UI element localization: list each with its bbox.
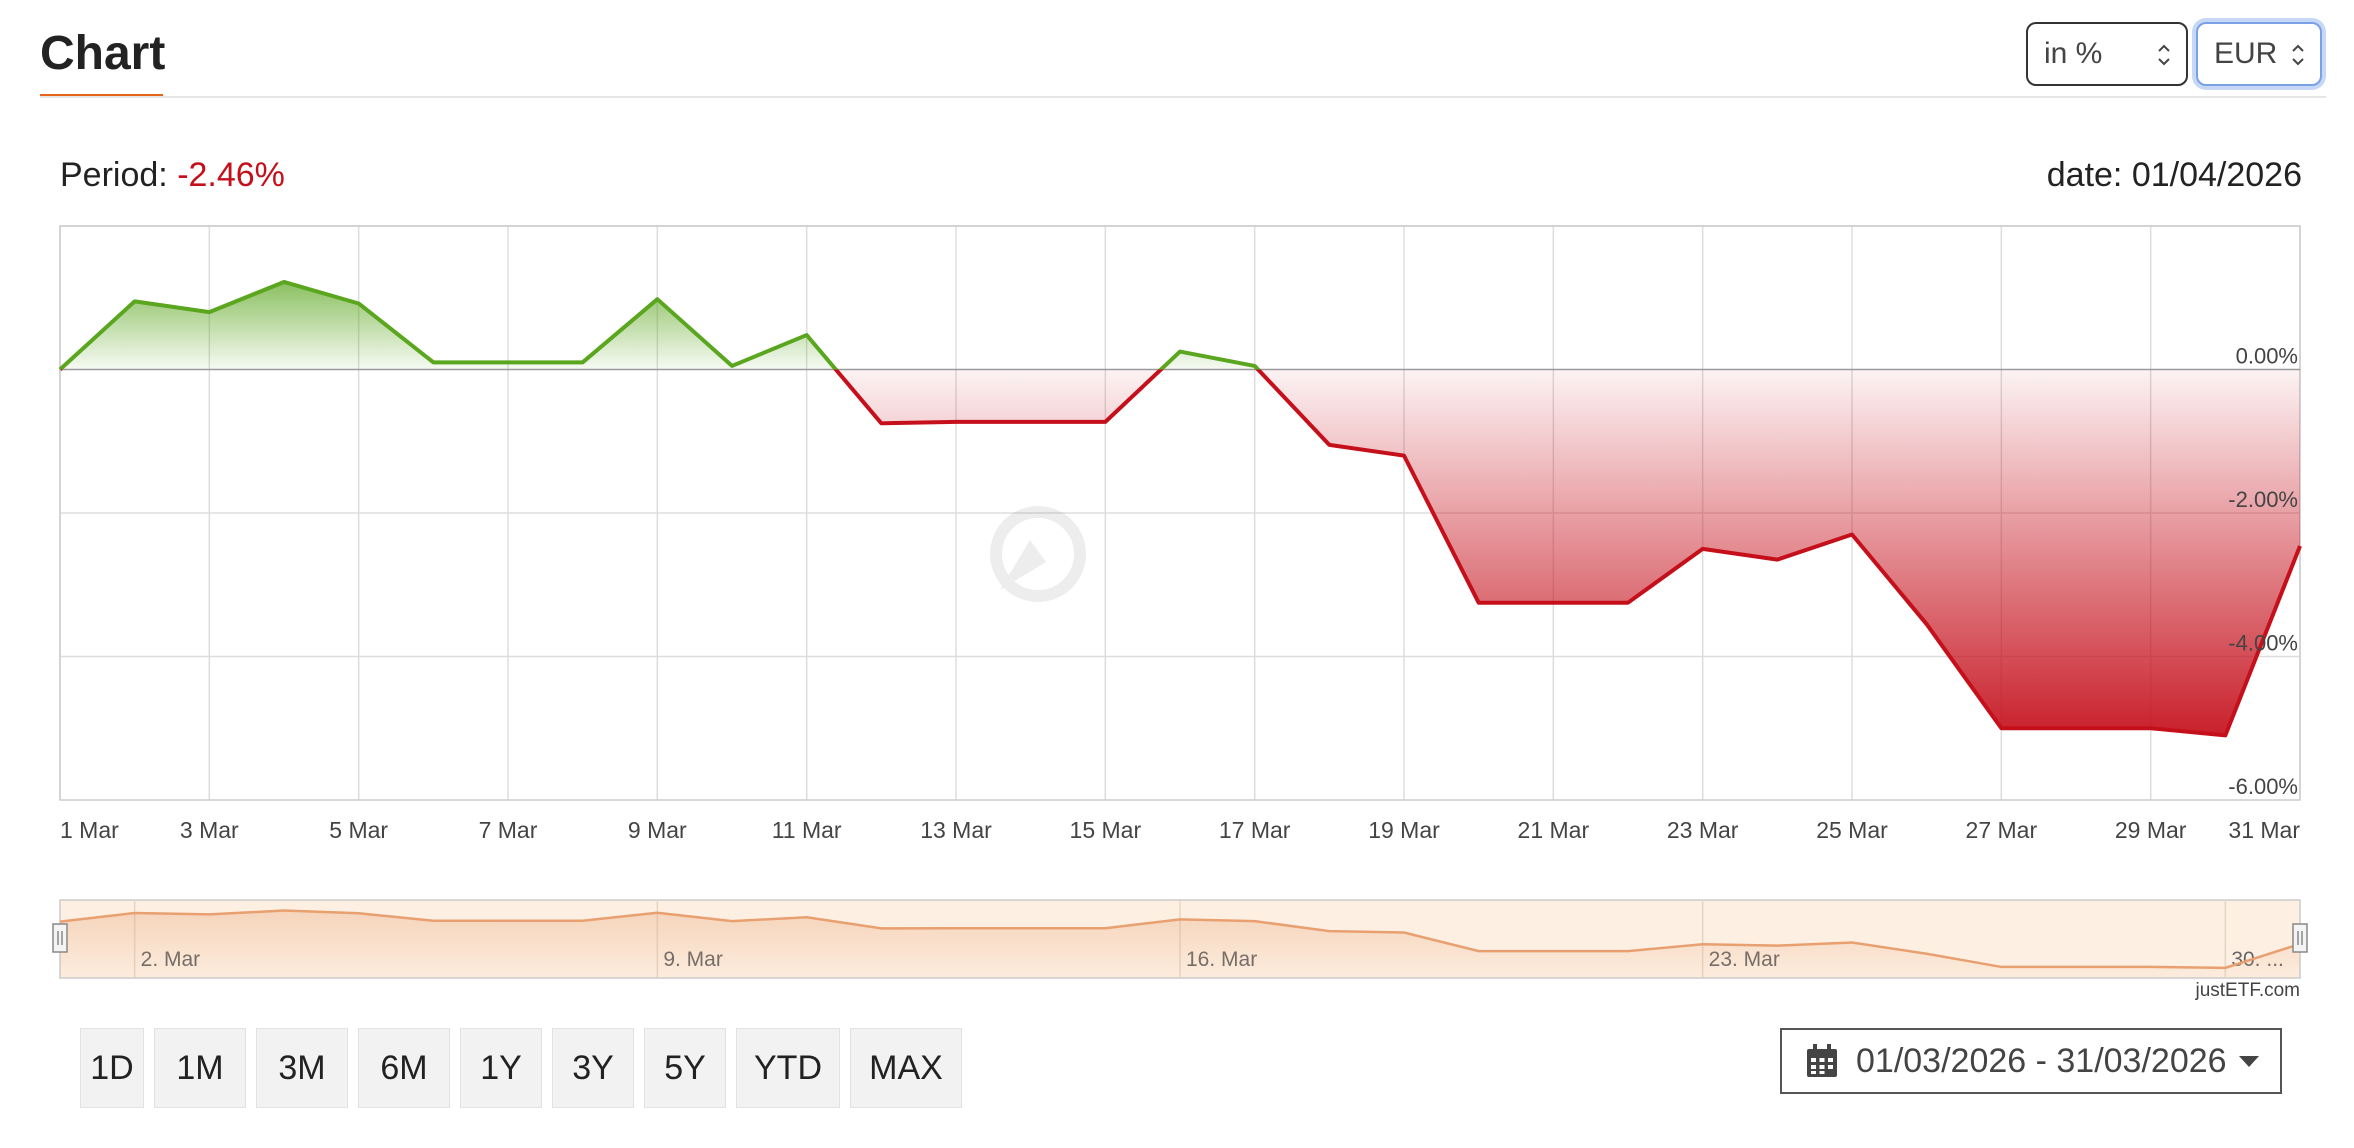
unit-select-value: in % — [2044, 37, 2103, 70]
range-button-6m[interactable]: 6M — [358, 1028, 450, 1108]
watermark-logo — [990, 506, 1086, 602]
range-button-3m[interactable]: 3M — [256, 1028, 348, 1108]
currency-select-value: EUR — [2214, 37, 2278, 70]
x-tick-label: 13 Mar — [920, 817, 992, 843]
range-button-1m[interactable]: 1M — [154, 1028, 246, 1108]
x-tick-label: 23 Mar — [1667, 817, 1739, 843]
series-line-negative — [60, 369, 2302, 738]
x-tick-label: 1 Mar — [60, 817, 119, 843]
period-performance: Period: -2.46% — [60, 156, 285, 195]
y-tick-label: -2.00% — [2228, 487, 2298, 512]
header-divider — [40, 96, 2326, 98]
navigator-handle-right[interactable] — [2292, 923, 2308, 953]
x-tick-label: 27 Mar — [1966, 817, 2038, 843]
y-tick-label: 0.00% — [2236, 344, 2298, 369]
period-label: Period: — [60, 156, 168, 194]
chevron-updown-icon — [2158, 44, 2170, 66]
date-label: date: — [2046, 156, 2123, 194]
y-tick-label: -4.00% — [2228, 631, 2298, 656]
x-tick-label: 9 Mar — [628, 817, 687, 843]
range-button-1d[interactable]: 1D — [80, 1028, 144, 1108]
series-area-positive — [60, 281, 2300, 370]
range-button-ytd[interactable]: YTD — [736, 1028, 840, 1108]
x-tick-label: 21 Mar — [1518, 817, 1590, 843]
caret-down-icon — [2238, 1056, 2259, 1067]
chart-credit: justETF.com — [2195, 980, 2300, 1001]
x-tick-label: 25 Mar — [1816, 817, 1888, 843]
range-button-5y[interactable]: 5Y — [644, 1028, 726, 1108]
x-tick-label: 5 Mar — [329, 817, 388, 843]
period-value: -2.46% — [177, 156, 285, 194]
x-tick-label: 3 Mar — [180, 817, 239, 843]
navigator-line — [59, 909, 2301, 970]
x-tick-label: 7 Mar — [479, 817, 538, 843]
page-title: Chart — [40, 27, 166, 80]
x-tick-label: 17 Mar — [1219, 817, 1291, 843]
chart-date: date: 01/04/2026 — [2047, 156, 2302, 195]
unit-select[interactable]: in % — [2026, 22, 2188, 86]
navigator-handle-left[interactable] — [52, 923, 68, 953]
date-value: 01/04/2026 — [2131, 156, 2302, 194]
date-range-value: 01/03/2026 - 31/03/2026 — [1856, 1041, 2227, 1080]
navigator-area — [60, 910, 2300, 978]
date-range-picker[interactable]: 01/03/2026 - 31/03/2026 — [1780, 1028, 2282, 1094]
range-button-max[interactable]: MAX — [850, 1028, 962, 1108]
x-tick-label: 11 Mar — [772, 817, 842, 843]
performance-chart[interactable]: 0.00% -2.00% -4.00% -6.00% 1 Mar 3 Mar 5 Mar 7 … — [0, 0, 2354, 1010]
y-tick-label: -6.00% — [2228, 774, 2298, 799]
x-tick-label: 29 Mar — [2115, 817, 2187, 843]
chevron-updown-icon — [2292, 44, 2304, 66]
x-tick-label: 19 Mar — [1368, 817, 1440, 843]
series-area-negative — [60, 369, 2300, 736]
currency-select[interactable]: EUR — [2196, 22, 2322, 86]
series-line-positive — [58, 279, 1261, 370]
calendar-icon — [1807, 1044, 1837, 1077]
range-button-3y[interactable]: 3Y — [552, 1028, 634, 1108]
x-tick-label: 31 Mar — [2228, 817, 2300, 843]
x-tick-label: 15 Mar — [1070, 817, 1142, 843]
range-button-1y[interactable]: 1Y — [460, 1028, 542, 1108]
